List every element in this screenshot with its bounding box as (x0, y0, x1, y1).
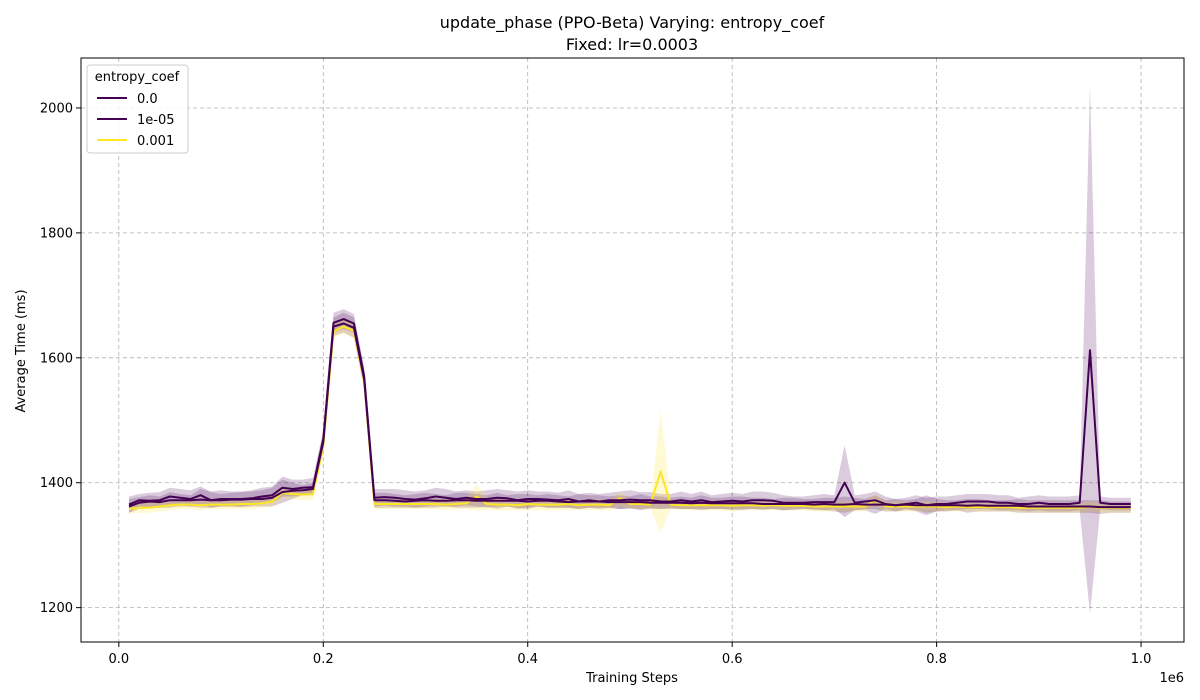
y-tick-label: 2000 (40, 101, 73, 116)
x-axis-offset-label: 1e6 (1159, 671, 1184, 686)
y-tick-label: 1800 (40, 226, 73, 241)
x-axis-ticks: 0.0 0.2 0.4 0.6 0.8 1.0 (108, 642, 1151, 667)
x-tick-label: 0.6 (722, 652, 743, 667)
series-line-3 (128, 325, 1131, 510)
chart-subtitle: Fixed: lr=0.0003 (566, 35, 698, 54)
x-tick-label: 1.0 (1131, 652, 1152, 667)
legend-label-series-3: 0.001 (137, 134, 174, 149)
x-axis-label: Training Steps (585, 671, 678, 686)
legend: entropy_coef 0.0 1e-05 0.001 (86, 64, 189, 154)
x-tick-label: 0.0 (108, 652, 129, 667)
series-line-1 (128, 322, 1131, 509)
x-tick-label: 0.2 (313, 652, 334, 667)
x-tick-label: 0.4 (517, 652, 538, 667)
y-tick-label: 1400 (40, 476, 73, 491)
series-lines (128, 318, 1131, 510)
legend-title: entropy_coef (95, 70, 180, 85)
confidence-bands (129, 86, 1131, 614)
chart-title: update_phase (PPO-Beta) Varying: entropy… (440, 13, 825, 33)
legend-label-series-2: 1e-05 (137, 113, 175, 128)
legend-label-series-1: 0.0 (137, 92, 158, 107)
series-line-2 (128, 318, 1131, 507)
confidence-band-series-3 (129, 320, 1131, 533)
x-tick-label: 0.8 (926, 652, 947, 667)
y-axis-label: Average Time (ms) (14, 289, 29, 412)
plot-area (80, 57, 1185, 643)
y-axis-ticks: 1200 1400 1600 1800 2000 (40, 101, 81, 616)
confidence-band-series-1 (129, 312, 1131, 516)
grid (81, 58, 1184, 642)
y-tick-label: 1200 (40, 601, 73, 616)
legend-box (86, 64, 189, 154)
y-tick-label: 1600 (40, 351, 73, 366)
confidence-band-series-2 (129, 86, 1131, 614)
